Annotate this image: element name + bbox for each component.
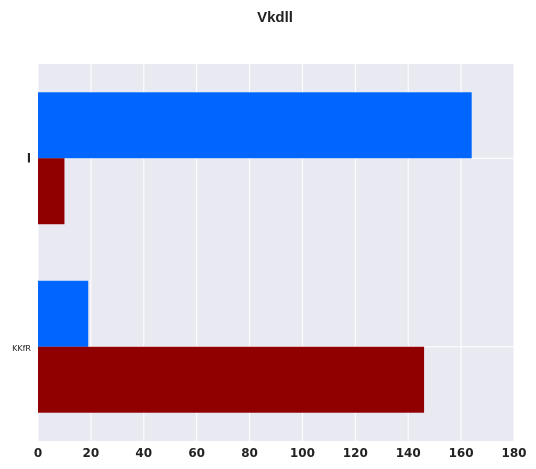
bars [38, 92, 472, 413]
x-tick-label: 0 [34, 446, 42, 460]
x-tick-label: 100 [290, 446, 315, 460]
x-tick-label: 80 [241, 446, 258, 460]
bar-series-1-1 [38, 280, 89, 347]
bar-series-2-0 [38, 158, 65, 225]
x-tick-label: 160 [449, 446, 474, 460]
bar-series-2-1 [38, 346, 425, 413]
y-tick-labels: l KKfR [12, 151, 31, 353]
bar-series-1-0 [38, 92, 472, 159]
y-tick-label: l [27, 151, 31, 165]
chart-title: Vkdll [257, 9, 293, 26]
x-tick-label: 40 [135, 446, 152, 460]
x-tick-label: 140 [396, 446, 421, 460]
x-tick-label: 120 [343, 446, 368, 460]
x-tick-label: 180 [501, 446, 526, 460]
y-tick-label: KKfR [12, 344, 31, 353]
x-tick-labels: 0 20 40 60 80 100 120 140 160 180 [34, 446, 527, 460]
x-tick-label: 60 [188, 446, 205, 460]
x-tick-label: 20 [83, 446, 100, 460]
